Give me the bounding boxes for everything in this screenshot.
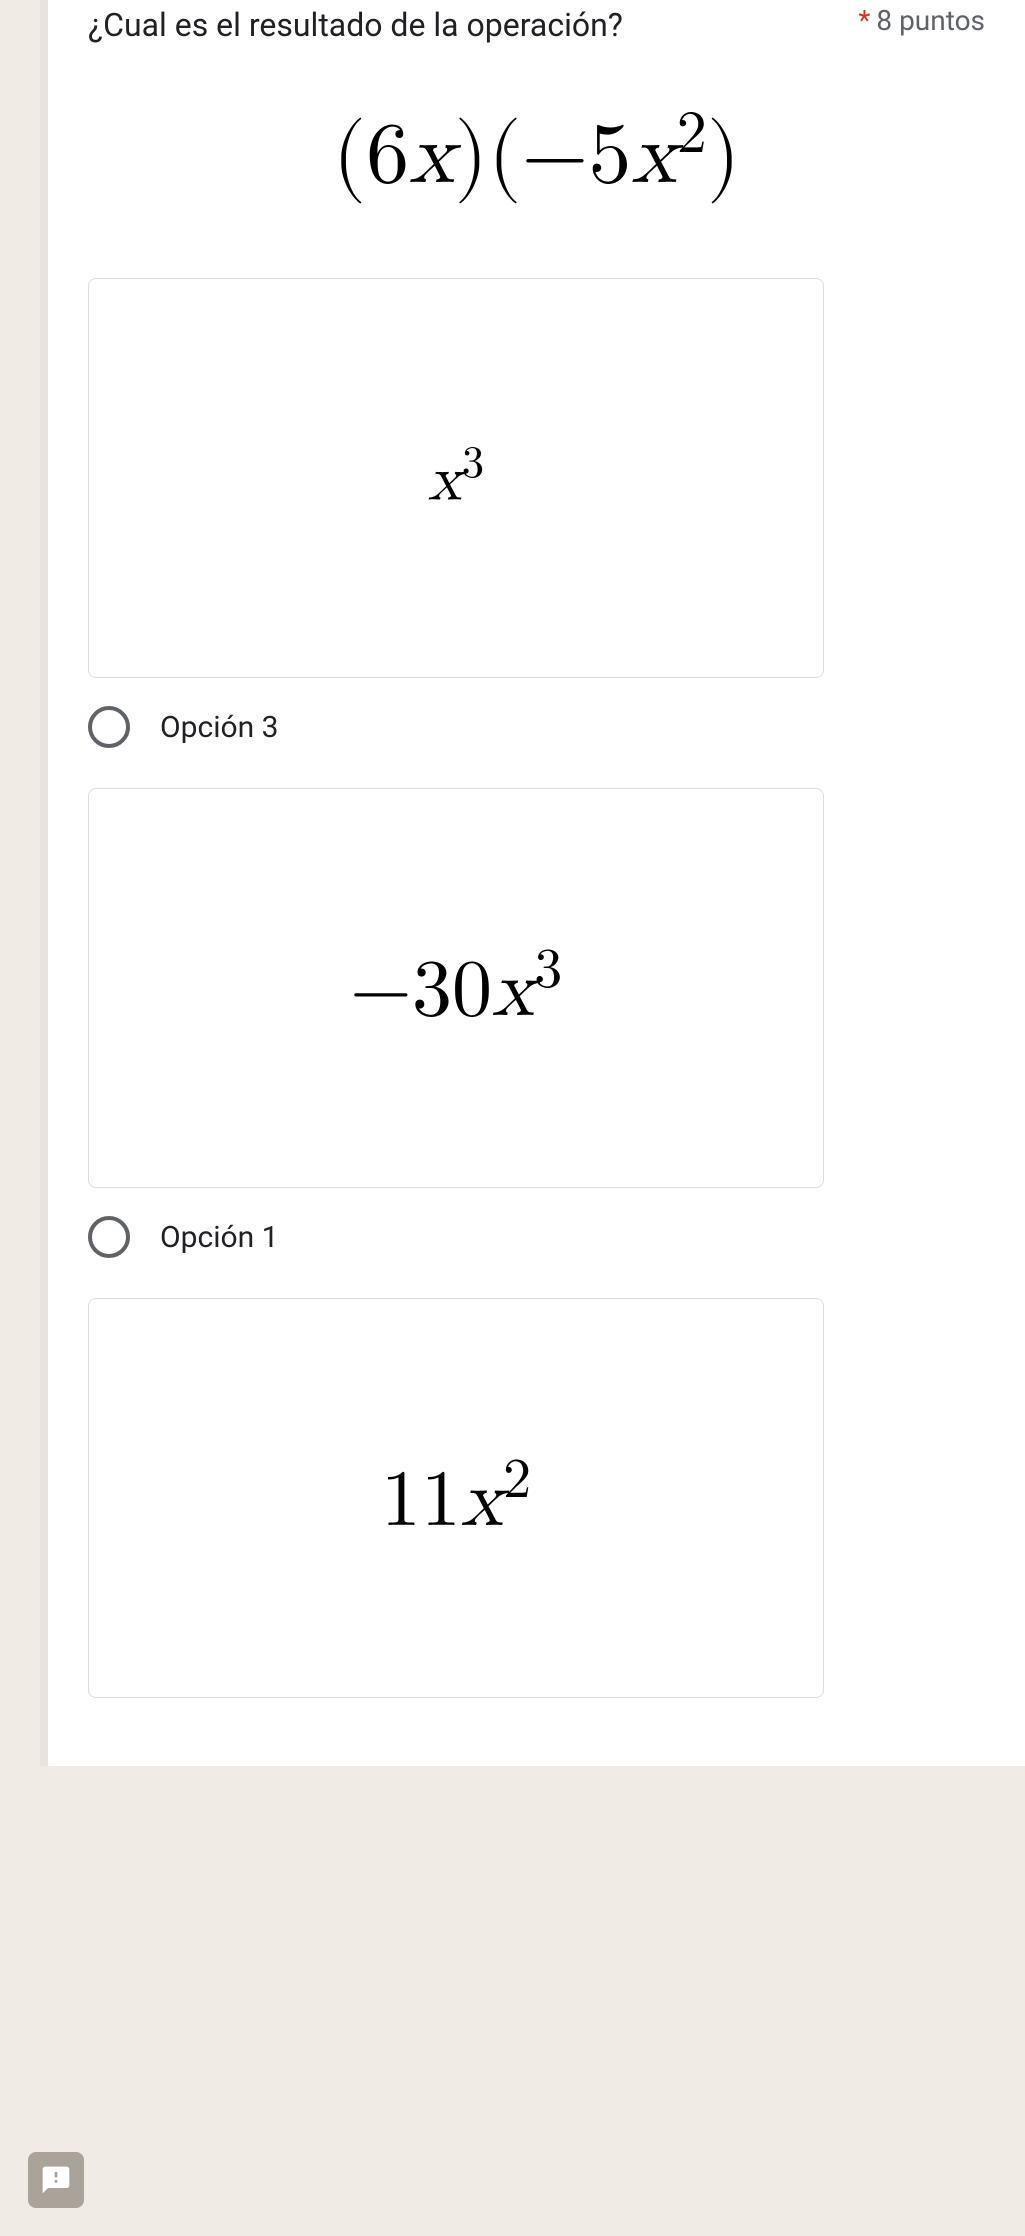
points-label: 8 puntos: [876, 4, 985, 37]
option-exp: 3: [462, 441, 484, 486]
option-var: x: [428, 448, 462, 512]
page-wrapper: ¿Cual es el resultado de la operación? *…: [0, 0, 1025, 1766]
option-block: −30x3 Opción 1: [88, 788, 985, 1258]
factor2-coef: −5: [521, 113, 631, 199]
option-label: Opción 3: [160, 710, 278, 745]
radio-icon[interactable]: [88, 1216, 130, 1258]
option-image-box[interactable]: x3: [88, 278, 824, 678]
question-expression: (6x)(−5x2): [88, 97, 985, 208]
factor2-var: x: [631, 113, 676, 199]
option-exp: 3: [534, 942, 562, 998]
option-expression: x3: [428, 437, 484, 519]
option-block: x3 Opción 3: [88, 278, 985, 748]
question-card: ¿Cual es el resultado de la operación? *…: [40, 0, 1025, 1766]
option-image-box[interactable]: 11x2: [88, 1298, 824, 1698]
option-expression: 11x2: [381, 1447, 531, 1549]
question-title: ¿Cual es el resultado de la operación?: [88, 4, 623, 47]
option-expression: −30x3: [350, 937, 563, 1039]
option-radio-row[interactable]: Opción 3: [88, 706, 985, 748]
report-icon: [40, 2164, 72, 2196]
points-indicator: *8 puntos: [838, 4, 985, 37]
option-coef: −30: [350, 951, 492, 1031]
factor2-exp: 2: [677, 103, 707, 164]
option-coef: 11: [381, 1461, 461, 1541]
option-radio-row[interactable]: Opción 1: [88, 1216, 985, 1258]
question-header: ¿Cual es el resultado de la operación? *…: [88, 0, 985, 47]
option-var: x: [461, 1461, 503, 1541]
option-label: Opción 1: [160, 1220, 278, 1255]
factor1-coef: 6: [366, 113, 409, 199]
option-image-box[interactable]: −30x3: [88, 788, 824, 1188]
option-block: 11x2: [88, 1298, 985, 1698]
option-var: x: [492, 951, 534, 1031]
option-exp: 2: [503, 1452, 531, 1508]
report-problem-button[interactable]: [28, 2152, 84, 2208]
required-asterisk: *: [858, 4, 870, 37]
factor1-var: x: [409, 113, 454, 199]
radio-icon[interactable]: [88, 706, 130, 748]
